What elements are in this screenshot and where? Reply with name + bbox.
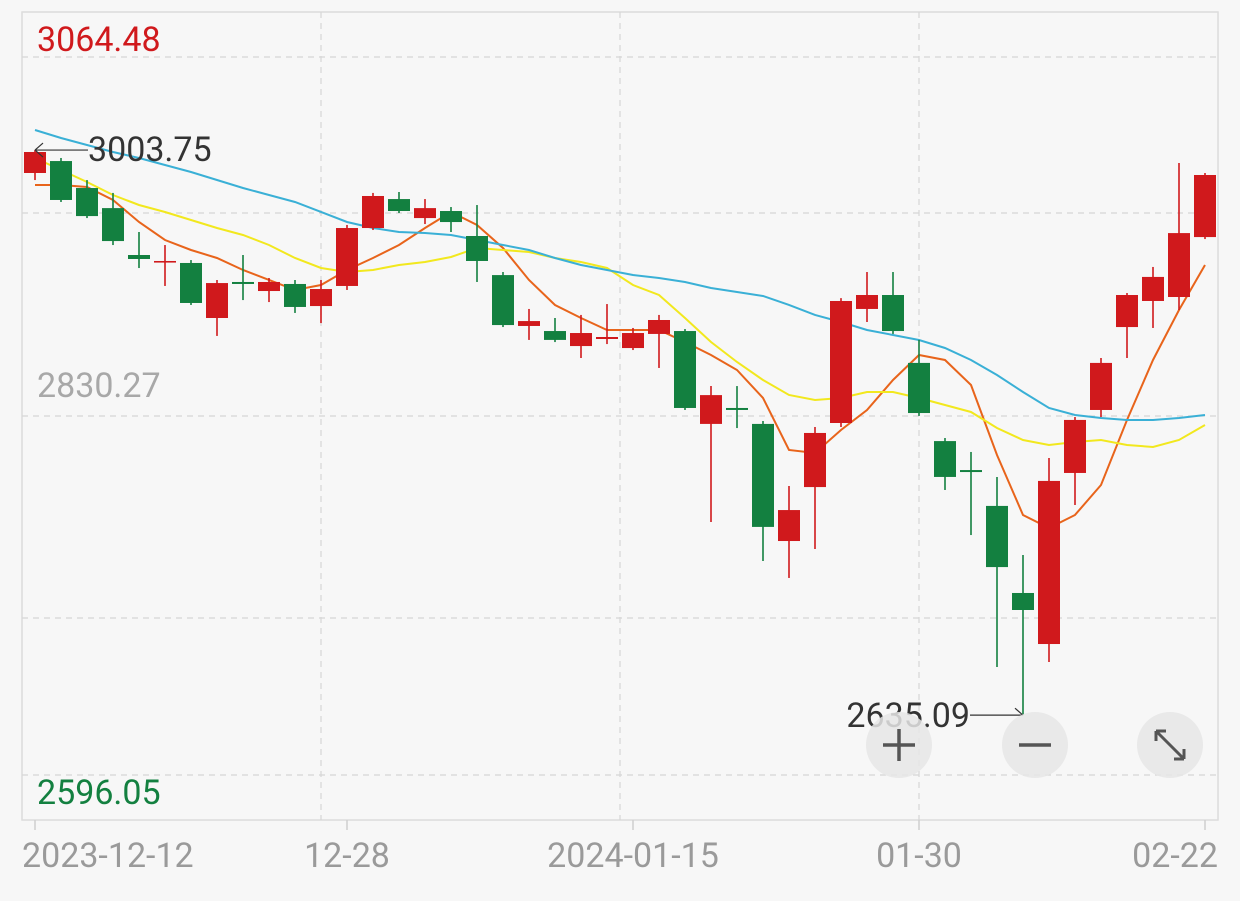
layout-grid — [22, 12, 1218, 820]
candle-body — [258, 281, 280, 292]
candle-body — [700, 395, 722, 424]
zoom-in-button[interactable] — [866, 712, 932, 778]
candle-body — [518, 321, 540, 326]
candle-body — [362, 195, 384, 229]
marks — [22, 56, 1218, 776]
ma-line — [35, 183, 1206, 530]
candle-body — [752, 423, 774, 527]
max-label: 3003.75 — [88, 130, 212, 170]
y-tick-label: 3064.48 — [37, 20, 161, 60]
x-tick-label: 2024-01-15 — [547, 836, 719, 876]
candle-body — [466, 235, 488, 261]
max-pointer — [34, 142, 88, 158]
candle-body — [284, 283, 306, 307]
candle-body — [310, 289, 332, 307]
y-tick-label: 2830.27 — [37, 366, 161, 406]
candle-body — [830, 300, 852, 423]
candle-body — [908, 362, 930, 414]
candle-body — [102, 208, 124, 242]
expand-icon[interactable] — [1154, 729, 1186, 761]
x-tick-label: 01-30 — [876, 836, 962, 876]
candle-body — [1142, 276, 1164, 301]
candle-body — [24, 152, 46, 174]
labels: 2596.05 2830.27 3064.48 2023-12-12 12-28 2024… — [22, 20, 1218, 876]
candle-body — [1038, 480, 1060, 645]
candle-body — [726, 407, 748, 410]
ma-line — [34, 157, 1206, 448]
candle-body — [492, 275, 514, 326]
candle-body — [934, 441, 956, 477]
candle-body — [1168, 233, 1190, 298]
candle-body — [856, 295, 878, 309]
x-tick-label: 12-28 — [304, 836, 390, 876]
candle-body — [154, 260, 176, 263]
candle-body — [1090, 362, 1112, 410]
candle-body — [336, 228, 358, 286]
candle-body — [570, 333, 592, 347]
candle-body — [50, 161, 72, 200]
candle-body — [180, 262, 202, 303]
candle-body — [232, 281, 254, 284]
fullscreen-button[interactable] — [1137, 712, 1203, 778]
candle-body — [206, 283, 228, 319]
candle-body — [76, 188, 98, 217]
zoom-out-button[interactable] — [1002, 712, 1068, 778]
candle-body — [440, 211, 462, 223]
candle-body — [674, 331, 696, 408]
candle-body — [128, 255, 150, 259]
candle-body — [804, 432, 826, 488]
x-tick-label: 2023-12-12 — [22, 836, 194, 876]
candle-body — [1012, 592, 1034, 610]
candle-body — [960, 470, 982, 473]
candle-body — [778, 510, 800, 542]
x-tick-label: 02-22 — [1132, 836, 1218, 876]
candle-body — [648, 319, 670, 334]
candle-body — [544, 331, 566, 340]
ma-line — [34, 129, 1206, 421]
candle-body — [1116, 295, 1138, 328]
candle-body — [622, 333, 644, 349]
plus-icon[interactable] — [883, 729, 915, 761]
candle-body — [1194, 174, 1216, 238]
min-pointer — [970, 707, 1024, 716]
candle-body — [414, 208, 436, 219]
y-tick-label: 2596.05 — [37, 773, 161, 813]
candle-body — [388, 199, 410, 212]
candle-body — [596, 337, 618, 340]
candle-body — [986, 505, 1008, 568]
candle-body — [1064, 419, 1086, 473]
candle-body — [882, 295, 904, 332]
